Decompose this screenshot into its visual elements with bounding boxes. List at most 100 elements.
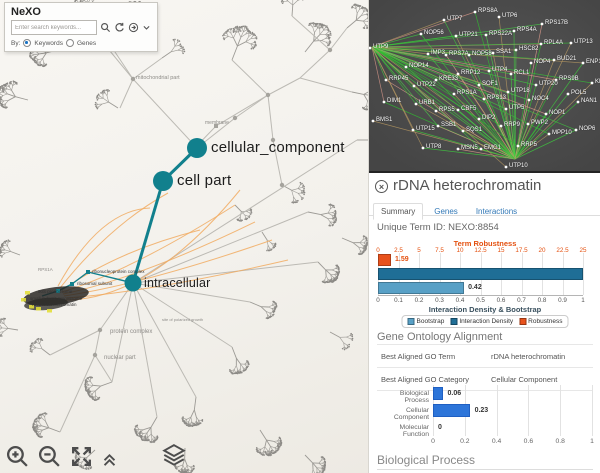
- gene-node-label[interactable]: UTP20: [539, 81, 558, 87]
- term-label[interactable]: membrane: [205, 120, 229, 126]
- gene-node-label[interactable]: NOP56: [424, 30, 444, 36]
- search-icon[interactable]: [100, 22, 111, 33]
- gene-node-label[interactable]: UTP13: [574, 39, 593, 45]
- gene-node-label[interactable]: UTP6: [502, 13, 518, 19]
- term-label[interactable]: mitochondrial part: [136, 75, 180, 81]
- cluster-term-label[interactable]: ribosomal subunit: [77, 281, 113, 286]
- gene-node-label[interactable]: RPS7A: [449, 51, 469, 57]
- zoom-out-icon[interactable]: [37, 444, 62, 469]
- selected-term-label[interactable]: cell part: [177, 172, 232, 189]
- gene-node-label[interactable]: SSB1: [441, 122, 457, 128]
- category-label: Cellular Component: [393, 407, 429, 421]
- gene-node-label[interactable]: RPS8A: [478, 8, 498, 14]
- gene-node-label[interactable]: DIM1: [387, 98, 402, 104]
- cluster-term-label[interactable]: small-subunit processome: [30, 296, 83, 301]
- gene-node-label[interactable]: KRE33: [439, 76, 459, 82]
- selected-term-label[interactable]: cellular_component: [211, 139, 345, 156]
- chevron-down-icon[interactable]: [142, 23, 151, 32]
- gene-node-label[interactable]: RPS22A: [489, 31, 513, 37]
- gene-node-label[interactable]: UTP8: [426, 144, 442, 150]
- gene-node-label[interactable]: SSA1: [496, 49, 512, 55]
- gene-node-label[interactable]: MSN5: [461, 145, 478, 151]
- gene-node-label[interactable]: NOP6: [579, 126, 596, 132]
- gene-node-label[interactable]: RPS1A: [457, 90, 477, 96]
- gene-node-label[interactable]: CBF5: [461, 106, 477, 112]
- gene-node-label[interactable]: EMG1: [484, 145, 502, 151]
- cluster-term-label[interactable]: ribonucleoprotein complex: [92, 269, 145, 274]
- bottom-axis-tick: 0.9: [558, 297, 567, 304]
- fit-view-icon[interactable]: [69, 444, 94, 469]
- gene-node-label[interactable]: NOC4: [532, 96, 549, 102]
- tab-summary[interactable]: Summary: [373, 203, 424, 220]
- gene-node-label[interactable]: RPS17B: [545, 20, 569, 26]
- gene-node-label[interactable]: KR: [595, 79, 600, 85]
- cluster-term-label[interactable]: 90S preribosome: [38, 289, 73, 294]
- tab-genes[interactable]: Genes: [434, 207, 458, 216]
- term-label[interactable]: site of polarized growth: [162, 317, 204, 322]
- gene-node-label[interactable]: RCL1: [514, 70, 530, 76]
- category-label: Molecular Function: [399, 424, 429, 438]
- gene-node-label[interactable]: PWP2: [531, 120, 549, 126]
- gene-node-label[interactable]: NOP4: [534, 59, 551, 65]
- gene-node-label[interactable]: UTP18: [511, 88, 530, 94]
- gene-node-label[interactable]: UTP5: [509, 105, 525, 111]
- radio-genes[interactable]: [65, 39, 74, 47]
- gridline: [496, 385, 498, 436]
- search-mode-row: By: Keywords Genes: [11, 39, 151, 47]
- gene-node-label[interactable]: BMS1: [376, 117, 393, 123]
- legend-item-bootstrap[interactable]: Bootstrap: [407, 318, 444, 325]
- gene-node-label[interactable]: HSC82: [519, 46, 539, 52]
- gene-node-label[interactable]: SQS1: [466, 127, 483, 133]
- gene-node-label[interactable]: UTP10: [509, 163, 528, 169]
- gene-node-label[interactable]: UTP22: [417, 82, 436, 88]
- cluster-term-label[interactable]: rDNA heterochromatin: [32, 302, 77, 307]
- gene-node-label[interactable]: MPP10: [552, 130, 572, 136]
- gene-node-label[interactable]: URB1: [419, 100, 436, 106]
- chart2-row: Biological Process 0.06: [377, 385, 593, 404]
- gene-node-label[interactable]: RRP45: [389, 76, 409, 82]
- selected-term-label[interactable]: intracellular: [144, 276, 211, 290]
- collapse-all-icon[interactable]: [101, 451, 118, 468]
- gene-node-label[interactable]: DIP2: [482, 115, 496, 121]
- gene-node-label[interactable]: RRP9: [504, 122, 521, 128]
- gene-node-label[interactable]: BUD21: [557, 56, 577, 62]
- gene-node-label[interactable]: RRP12: [461, 70, 481, 76]
- layers-icon[interactable]: [161, 443, 187, 469]
- gene-node-label[interactable]: SOF1: [482, 81, 498, 87]
- zoom-in-icon[interactable]: [5, 444, 30, 469]
- gene-node-label[interactable]: RPS4A: [517, 27, 537, 33]
- gene-node-label[interactable]: UTP4: [492, 67, 508, 73]
- bar-value: 0.06: [447, 390, 462, 397]
- tab-interactions[interactable]: Interactions: [475, 207, 518, 216]
- legend-item-robustness[interactable]: Robustness: [519, 318, 563, 325]
- gene-node-label[interactable]: NAN1: [581, 98, 598, 104]
- radio-keywords[interactable]: [23, 39, 32, 47]
- gene-node-label[interactable]: ENP1: [586, 59, 600, 65]
- gene-node-label[interactable]: NOP14: [409, 63, 429, 69]
- gene-node-label[interactable]: UTP15: [416, 126, 435, 132]
- gene-node-label[interactable]: UTP9: [373, 44, 389, 50]
- gene-node-label[interactable]: POL5: [571, 90, 587, 96]
- term-label[interactable]: RPS1A: [38, 267, 53, 272]
- gene-node-label[interactable]: RPS9B: [559, 76, 579, 82]
- search-input[interactable]: [11, 20, 97, 35]
- legend-item-interaction-density[interactable]: Interaction Density: [450, 318, 513, 325]
- refresh-icon[interactable]: [114, 22, 125, 33]
- term-label[interactable]: protein complex: [110, 329, 153, 335]
- circled-arrow-icon[interactable]: [128, 22, 139, 33]
- gene-node-label[interactable]: RPS13: [487, 95, 507, 101]
- gene-network-panel[interactable]: UTP9 RPS8A UTP6 UTP7 RPS17B NOP56 UTP21 RPS22A R…: [369, 0, 600, 173]
- term-label[interactable]: nuclear part: [104, 355, 136, 361]
- gene-node-label[interactable]: RPS5: [439, 107, 455, 113]
- gene-node-label[interactable]: RPL4A: [544, 40, 564, 46]
- gene-node-label[interactable]: NOP1: [549, 110, 566, 116]
- gene-node-label[interactable]: RRP5: [521, 142, 538, 148]
- canvas-toolbar: [5, 443, 187, 469]
- right-column: UTP9 RPS8A UTP6 UTP7 RPS17B NOP56 UTP21 RPS22A R…: [368, 0, 600, 473]
- gene-node-label[interactable]: UTP21: [459, 32, 478, 38]
- gene-node-label[interactable]: IMP3: [431, 50, 446, 56]
- gene-node-label[interactable]: NOP58: [472, 51, 492, 57]
- gene-node-label[interactable]: UTP7: [447, 16, 463, 22]
- close-icon[interactable]: ×: [375, 180, 388, 193]
